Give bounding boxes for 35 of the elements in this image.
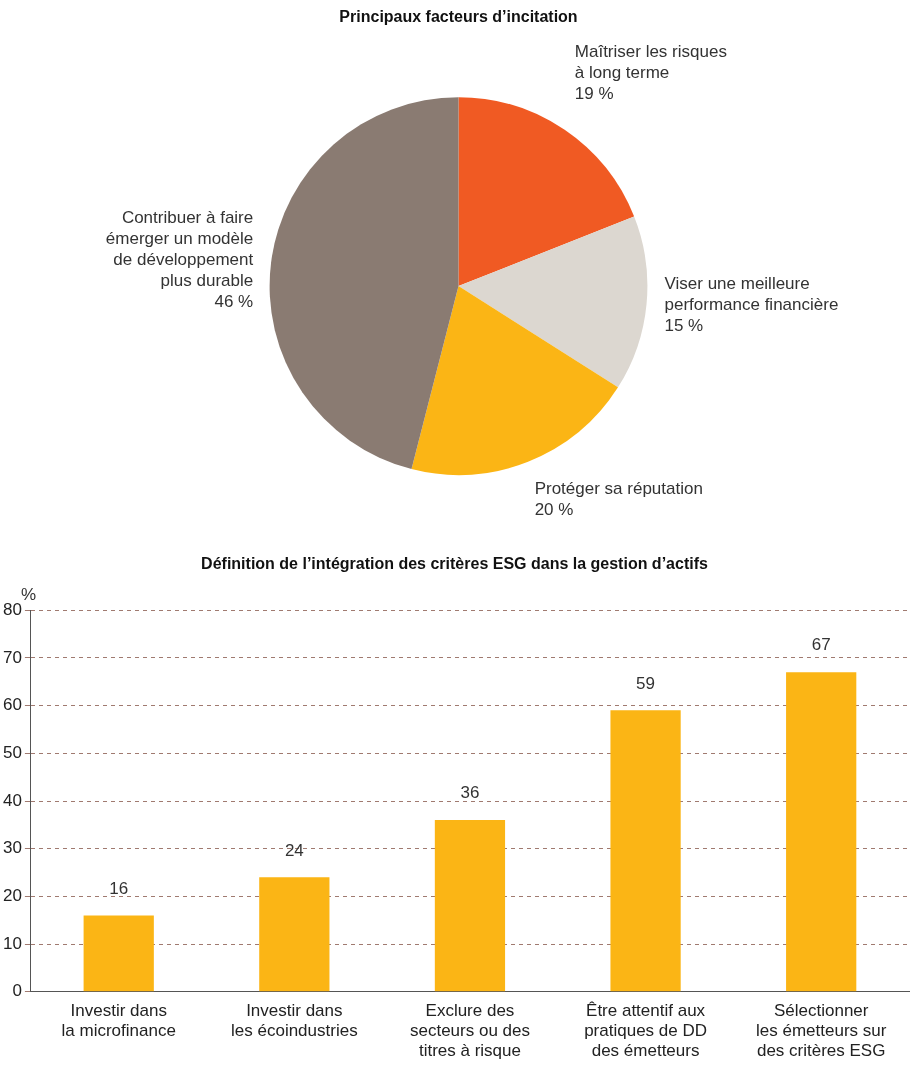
y-axis-title: % (20, 585, 37, 605)
data-label: 59 (636, 673, 656, 693)
chart-title: Principaux facteurs d’incitation (339, 8, 578, 26)
x-tick-label: Investir dans la microfinance (61, 1000, 176, 1041)
x-tick-label: Être attentif aux pratiques de DD des émetteurs (584, 1000, 707, 1061)
bar (610, 710, 681, 992)
y-tick-label: 50 (2, 742, 22, 762)
y-tick-label: 60 (2, 695, 22, 715)
y-tick-label: 80 (2, 599, 22, 619)
y-tick-label: 70 (2, 647, 22, 667)
data-label: 15 % (664, 316, 704, 336)
x-tick-label: Sélectionner les émetteurs sur des critères ESG (756, 1000, 887, 1061)
bar (83, 915, 154, 992)
y-tick-label: 20 (2, 886, 22, 906)
bar (259, 877, 330, 992)
bar (786, 672, 857, 992)
data-label: 19 % (574, 83, 614, 103)
data-label: 20 % (534, 499, 574, 519)
chart-title: Définition de l’intégration des critères ESG dans la gestion d’actifs (201, 555, 708, 573)
slice-label: Contribuer à faire émerger un modèle de développement plus durable (105, 207, 254, 290)
y-tick-label: 10 (2, 933, 22, 953)
slice-label: Protéger sa réputation (534, 478, 703, 498)
data-label: 67 (811, 635, 831, 655)
x-tick-label: Investir dans les écoindustries (231, 1000, 358, 1041)
data-label: 46 % (214, 291, 254, 311)
data-label: 16 (109, 878, 129, 898)
data-label: 36 (460, 783, 480, 803)
bar (434, 820, 506, 992)
slice-label: Viser une meilleure performance financière (664, 274, 839, 315)
y-tick-label: 40 (2, 790, 22, 810)
y-tick-label: 0 (12, 981, 22, 1001)
y-tick-label: 30 (2, 838, 22, 858)
slice-label: Maîtriser les risques à long terme (574, 41, 727, 82)
x-tick-label: Exclure des secteurs ou des titres à risque (409, 1000, 530, 1061)
data-label: 24 (284, 840, 304, 860)
